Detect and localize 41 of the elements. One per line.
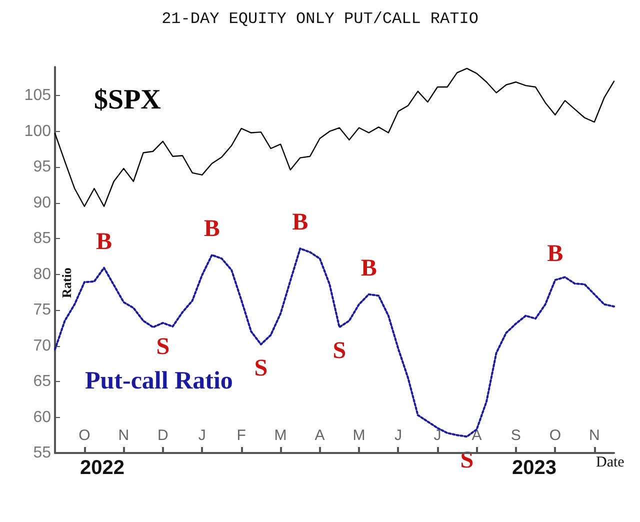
line-series xyxy=(54,68,615,207)
annotation: B xyxy=(96,228,112,255)
y-axis-title: Ratio xyxy=(59,268,74,298)
y-tick-label: 55 xyxy=(33,444,52,462)
annotation: S xyxy=(156,334,170,360)
x-tick-label: O xyxy=(549,427,561,444)
chart-title: 21-DAY EQUITY ONLY PUT/CALL RATIO xyxy=(162,10,478,28)
x-tick-label: M xyxy=(274,427,287,444)
text: 2022 xyxy=(80,457,124,479)
annotation: B xyxy=(204,216,220,242)
x-tick-label: J xyxy=(434,427,442,444)
y-tick-label: 70 xyxy=(33,337,52,354)
x-tick-label: M xyxy=(352,427,366,444)
x-tick-label: N xyxy=(588,427,600,444)
y-tick-label: 85 xyxy=(33,230,52,248)
y-tick-label: 60 xyxy=(33,408,52,426)
x-tick-label: N xyxy=(118,427,130,444)
annotation: B xyxy=(547,241,564,268)
x-tick-label: A xyxy=(472,427,482,444)
x-axis-title: Date xyxy=(596,454,625,470)
x-tick-label: O xyxy=(78,427,90,444)
y-tick-label: 75 xyxy=(33,302,52,319)
y-tick-label: 105 xyxy=(24,87,52,104)
x-tick-label: J xyxy=(198,427,206,444)
x-tick-label: A xyxy=(314,427,325,444)
annotation: S xyxy=(254,355,268,382)
y-tick-label: 90 xyxy=(33,194,52,212)
x-tick-label: D xyxy=(157,427,168,444)
x-tick-label: F xyxy=(236,427,246,444)
text: 2023 xyxy=(512,457,556,479)
y-tick-label: 95 xyxy=(33,158,52,176)
series-label: $SPX xyxy=(94,84,161,116)
x-tick-label: J xyxy=(394,427,402,444)
series-label: Put-call Ratio xyxy=(85,368,233,394)
y-tick-label: 65 xyxy=(33,373,52,390)
y-tick-label: 80 xyxy=(33,266,52,283)
annotation: B xyxy=(360,255,377,282)
y-tick-label: 100 xyxy=(24,122,52,140)
x-tick-label: S xyxy=(510,427,521,444)
annotation: S xyxy=(332,338,346,364)
annotation: B xyxy=(292,210,308,236)
